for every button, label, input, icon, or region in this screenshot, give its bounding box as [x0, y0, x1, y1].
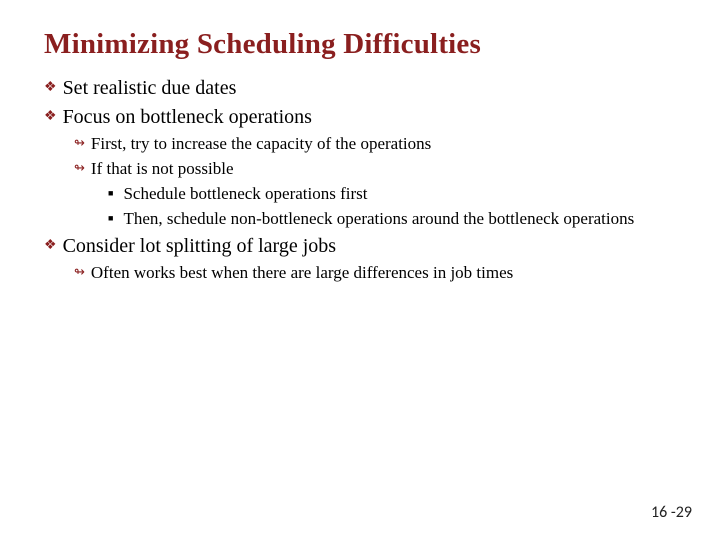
slide-title: Minimizing Scheduling Difficulties — [44, 28, 676, 61]
arrow-icon: ↬ — [74, 158, 85, 181]
diamond-icon: ❖ — [44, 75, 57, 102]
slide: Minimizing Scheduling Difficulties ❖ Set… — [0, 0, 720, 540]
square-icon: ■ — [108, 208, 113, 231]
lvl2-group: ↬ Often works best when there are large … — [74, 262, 676, 285]
bullet-text: First, try to increase the capacity of t… — [91, 133, 431, 156]
arrow-icon: ↬ — [74, 262, 85, 285]
arrow-icon: ↬ — [74, 133, 85, 156]
bullet-lvl2: ↬ First, try to increase the capacity of… — [74, 133, 676, 156]
bullet-text: If that is not possible — [91, 158, 234, 181]
bullet-lvl2: ↬ If that is not possible — [74, 158, 676, 181]
diamond-icon: ❖ — [44, 104, 57, 131]
bullet-lvl1: ❖ Focus on bottleneck operations — [44, 104, 676, 131]
bullet-text: Consider lot splitting of large jobs — [63, 233, 337, 260]
bullet-lvl3: ■ Schedule bottleneck operations first — [108, 183, 676, 206]
square-icon: ■ — [108, 183, 113, 206]
bullet-text: Schedule bottleneck operations first — [123, 183, 367, 206]
bullet-text: Then, schedule non-bottleneck operations… — [123, 208, 634, 231]
bullet-text: Set realistic due dates — [63, 75, 237, 102]
lvl3-group: ■ Schedule bottleneck operations first ■… — [108, 183, 676, 231]
bullet-lvl2: ↬ Often works best when there are large … — [74, 262, 676, 285]
bullet-text: Often works best when there are large di… — [91, 262, 513, 285]
bullet-lvl1: ❖ Consider lot splitting of large jobs — [44, 233, 676, 260]
page-number: 16 -29 — [651, 503, 692, 522]
lvl2-group: ↬ First, try to increase the capacity of… — [74, 133, 676, 231]
bullet-lvl1: ❖ Set realistic due dates — [44, 75, 676, 102]
bullet-lvl3: ■ Then, schedule non-bottleneck operatio… — [108, 208, 676, 231]
diamond-icon: ❖ — [44, 233, 57, 260]
bullet-text: Focus on bottleneck operations — [63, 104, 312, 131]
